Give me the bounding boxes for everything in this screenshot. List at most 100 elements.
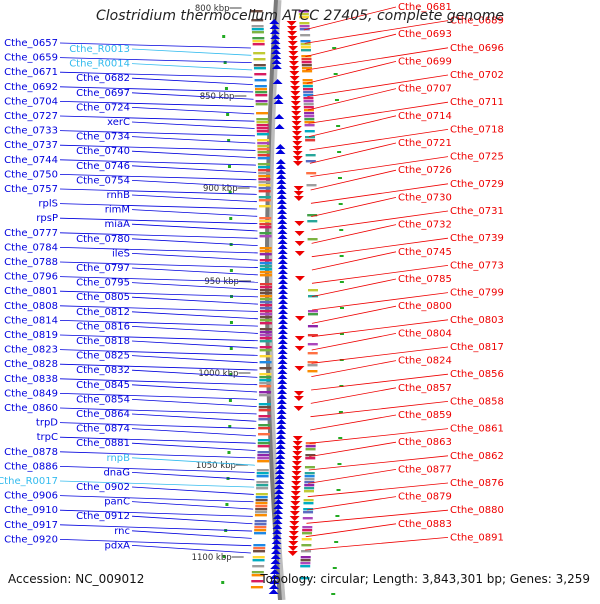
forward-gene-arrow — [276, 424, 287, 429]
cog-feature-block — [258, 172, 271, 175]
feature-marker — [332, 567, 337, 569]
reverse-gene-arrow — [288, 61, 299, 66]
left-leader-line — [59, 174, 257, 181]
right-leader-line — [311, 224, 397, 244]
forward-gene-arrow — [276, 429, 287, 434]
left-leader-line — [59, 247, 258, 254]
cog-feature-block — [259, 298, 272, 301]
reverse-gene-arrow — [293, 406, 304, 411]
cog-feature-block — [305, 154, 316, 157]
forward-gene-arrow — [269, 24, 280, 29]
left-leader-line — [59, 261, 258, 268]
forward-gene-arrow — [269, 579, 280, 584]
gene-label: Cthe_0800 — [398, 301, 452, 312]
cog-feature-block — [253, 544, 266, 547]
forward-gene-arrow — [278, 299, 288, 304]
left-leader-line — [131, 136, 256, 144]
right-leader-line — [307, 482, 449, 498]
feature-marker — [334, 541, 339, 543]
cog-feature-block — [306, 184, 317, 187]
cog-feature-block — [252, 556, 265, 559]
reverse-gene-arrow — [294, 346, 305, 351]
left-leader-line — [131, 150, 256, 159]
gene-label: Cthe_0856 — [450, 369, 504, 380]
forward-gene-arrow — [275, 449, 286, 454]
left-leader-line — [131, 399, 257, 408]
reverse-gene-arrow — [291, 466, 302, 471]
cog-feature-block — [256, 481, 269, 484]
reverse-gene-arrow — [294, 251, 305, 256]
forward-gene-arrow — [273, 509, 284, 514]
right-leader-line — [311, 333, 397, 351]
cog-feature-block — [257, 151, 270, 154]
right-leader-line — [304, 20, 449, 44]
forward-gene-arrow — [272, 79, 283, 84]
forward-gene-arrow — [277, 364, 288, 369]
left-leader-line — [131, 165, 257, 173]
gene-label: Cthe_0780 — [76, 234, 130, 245]
forward-gene-arrow — [271, 549, 282, 554]
left-leader-line — [59, 86, 254, 93]
cog-feature-block — [302, 526, 313, 529]
gene-label: Cthe_0863 — [398, 437, 452, 448]
gene-label: Cthe_0854 — [76, 394, 130, 405]
cog-feature-block — [259, 391, 272, 394]
left-leader-line — [59, 144, 256, 151]
left-leader-line — [131, 384, 258, 393]
cog-feature-block — [300, 46, 311, 49]
gene-label: Cthe_0718 — [450, 124, 504, 135]
reverse-gene-arrow — [294, 336, 305, 341]
cog-feature-block — [305, 139, 316, 142]
gene-label: Cthe_0877 — [398, 464, 452, 475]
cog-feature-block — [259, 319, 272, 322]
gene-label: Cthe_0891 — [450, 532, 504, 543]
reverse-gene-arrow — [287, 551, 298, 556]
left-leader-line — [59, 539, 252, 547]
left-leader-line — [131, 180, 257, 188]
feature-marker — [339, 281, 344, 283]
feature-marker — [227, 139, 231, 142]
cog-feature-block — [259, 283, 272, 286]
left-leader-line — [59, 115, 255, 122]
cog-feature-block — [254, 79, 267, 82]
forward-gene-arrow — [269, 19, 280, 24]
cog-feature-block — [253, 547, 266, 550]
cog-feature-block — [301, 544, 312, 547]
feature-marker — [229, 217, 233, 220]
left-leader-line — [131, 340, 258, 349]
gene-label: Cthe_0917 — [4, 520, 58, 531]
forward-gene-arrow — [277, 219, 288, 224]
left-leader-line — [131, 194, 257, 203]
feature-marker — [337, 151, 342, 153]
left-leader-line — [59, 334, 258, 342]
cog-feature-block — [255, 496, 268, 499]
left-leader-line — [131, 442, 256, 451]
reverse-gene-arrow — [289, 76, 300, 81]
reverse-gene-arrow — [292, 156, 303, 161]
reverse-gene-arrow — [289, 516, 300, 521]
gene-label: Cthe_0682 — [76, 73, 130, 84]
forward-gene-arrow — [272, 529, 283, 534]
cog-feature-block — [299, 22, 310, 25]
left-leader-line — [59, 422, 257, 429]
forward-gene-arrow — [270, 44, 281, 49]
forward-gene-arrow — [277, 259, 288, 264]
cog-feature-block — [303, 103, 314, 106]
cog-feature-block — [258, 196, 271, 199]
forward-gene-arrow — [277, 224, 288, 229]
gene-label: Cthe_0845 — [76, 380, 130, 391]
cog-feature-block — [304, 484, 315, 487]
cog-feature-block — [258, 415, 271, 418]
cog-feature-block — [257, 142, 270, 145]
right-leader-line — [307, 74, 449, 98]
forward-gene-arrow — [277, 304, 288, 309]
forward-gene-arrow — [273, 489, 284, 494]
left-leader-line — [59, 495, 254, 503]
gene-label: rimM — [105, 205, 130, 216]
cog-feature-block — [258, 418, 271, 421]
cog-feature-block — [259, 304, 272, 307]
feature-marker — [222, 555, 226, 558]
forward-gene-arrow — [277, 314, 288, 319]
cog-feature-block — [252, 40, 265, 43]
